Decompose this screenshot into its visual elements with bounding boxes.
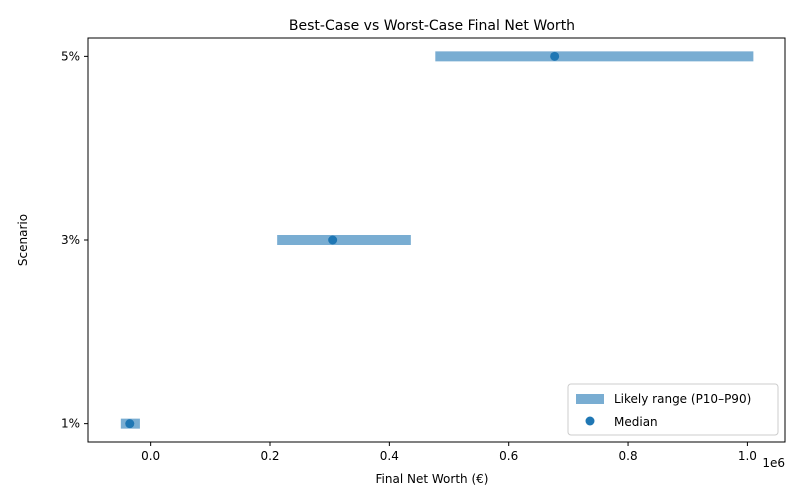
median-point-3pct — [328, 235, 338, 245]
x-tick-label: 1.0 — [738, 449, 757, 463]
legend-frame — [567, 383, 779, 436]
x-offset-label: 1e6 — [762, 456, 785, 470]
x-tick-label: 0.8 — [619, 449, 638, 463]
legend-median-swatch — [585, 416, 595, 426]
x-tick-label: 0.0 — [141, 449, 160, 463]
y-tick-label: 1% — [61, 417, 80, 431]
x-tick-label: 0.4 — [380, 449, 399, 463]
y-tick-label: 5% — [61, 49, 80, 63]
x-tick-label: 0.6 — [499, 449, 518, 463]
x-tick-label: 0.2 — [260, 449, 279, 463]
legend-median-label: Median — [614, 415, 658, 429]
range-bar-3pct — [277, 235, 411, 245]
plot-area — [120, 51, 754, 429]
legend: Likely range (P10–P90) Median — [567, 383, 779, 436]
median-point-1pct — [125, 419, 135, 429]
median-point-5pct — [550, 51, 560, 61]
range-bar-5pct — [435, 51, 754, 62]
legend-range-swatch — [576, 394, 604, 404]
y-axis-label: Scenario — [16, 214, 30, 266]
x-axis-label: Final Net Worth (€) — [376, 472, 489, 486]
axes-frame — [87, 37, 786, 443]
legend-range-label: Likely range (P10–P90) — [614, 392, 751, 406]
y-tick-label: 3% — [61, 233, 80, 247]
chart-title: Best-Case vs Worst-Case Final Net Worth — [289, 18, 575, 34]
